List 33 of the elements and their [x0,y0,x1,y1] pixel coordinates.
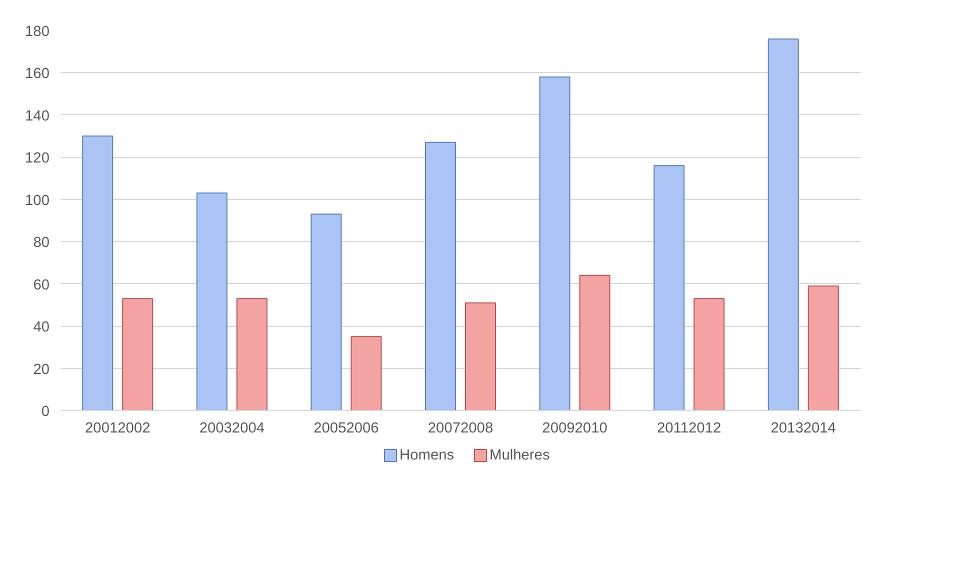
y-tick-label: 160 [25,66,50,82]
y-tick-label: 80 [33,235,50,252]
x-tick-label: 20032004 [199,420,265,436]
x-tick-label: 20012002 [85,420,150,436]
bar [236,298,268,410]
bar [425,142,456,410]
bar [694,298,725,410]
y-tick-label: 100 [25,192,50,209]
y-tick-label: 120 [25,150,50,167]
bar [579,274,610,410]
bar [465,302,496,410]
bar [768,38,799,410]
bar [196,192,228,410]
x-tick-label: 20092010 [542,420,608,436]
x-tick-label: 20112012 [657,420,722,436]
y-tick-label: 180 [25,24,50,40]
y-tick-label: 140 [25,108,50,124]
legend-label: Homens [400,448,454,464]
x-tick-label: 20072008 [428,420,494,436]
bar [539,76,570,410]
y-tick-label: 20 [33,362,50,378]
x-tick-label: 20132014 [770,420,836,436]
bar [350,336,382,410]
x-tick-label: 20052006 [314,420,379,436]
legend-label: Mulheres [490,448,550,464]
bar [654,165,685,410]
y-tick-label: 60 [33,277,50,294]
y-tick-label: 0 [41,404,50,420]
bar [310,214,342,410]
bar [122,298,154,410]
bar [808,285,839,410]
y-tick-label: 40 [33,320,50,336]
bar [82,136,114,410]
